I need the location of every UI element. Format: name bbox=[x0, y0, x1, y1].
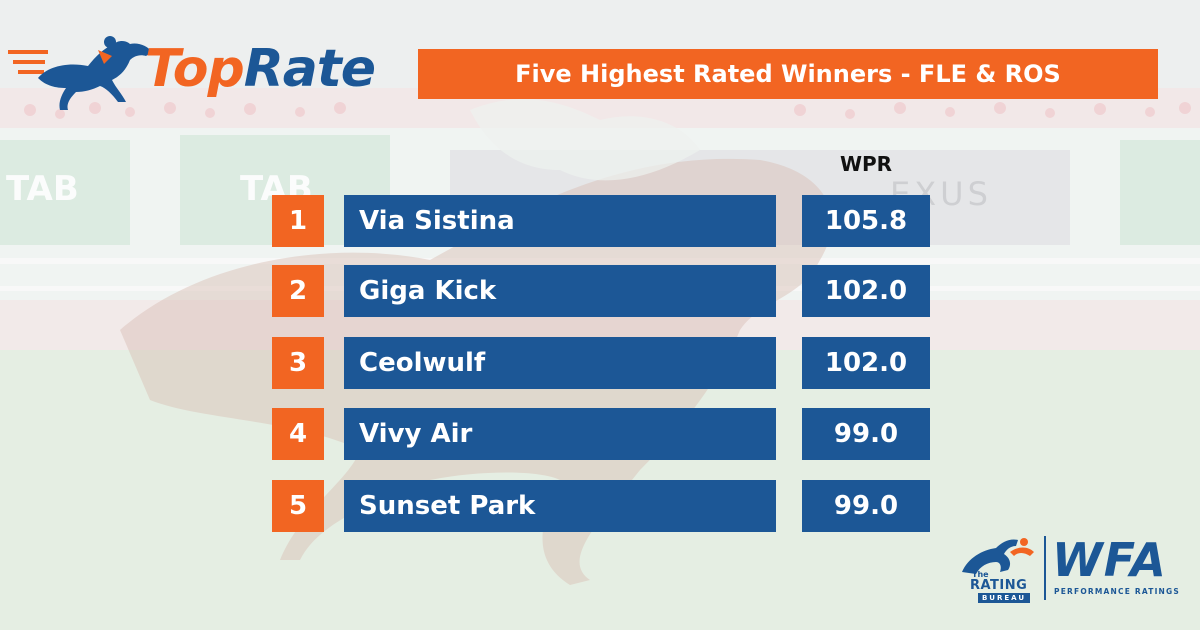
horse-name: Via Sistina bbox=[344, 195, 776, 247]
wfa-subtitle: PERFORMANCE RATINGS bbox=[1054, 587, 1180, 596]
horse-name: Giga Kick bbox=[344, 265, 776, 317]
table-row: 2 Giga Kick 102.0 bbox=[0, 265, 1200, 317]
racehorse-icon bbox=[8, 36, 152, 110]
rank-badge: 5 bbox=[272, 480, 324, 532]
tab-sign-left: TAB bbox=[6, 169, 79, 209]
rating-bureau-the: The bbox=[972, 570, 989, 579]
rank-badge: 3 bbox=[272, 337, 324, 389]
horse-name: Sunset Park bbox=[344, 480, 776, 532]
wpr-value: 105.8 bbox=[802, 195, 930, 247]
horse-name: Vivy Air bbox=[344, 408, 776, 460]
wpr-value: 99.0 bbox=[802, 408, 930, 460]
wpr-value: 102.0 bbox=[802, 337, 930, 389]
toprate-wordmark: TopRate bbox=[145, 37, 376, 101]
rating-bureau-wfa-logo: The RATING BUREAU WFA PERFORMANCE RATING… bbox=[958, 532, 1188, 604]
table-row: 3 Ceolwulf 102.0 bbox=[0, 337, 1200, 389]
wpr-column-header: WPR bbox=[839, 152, 893, 176]
rating-bureau-horse-icon bbox=[962, 538, 1034, 574]
horse-name: Ceolwulf bbox=[344, 337, 776, 389]
rank-badge: 2 bbox=[272, 265, 324, 317]
page-title: Five Highest Rated Winners - FLE & ROS bbox=[418, 49, 1158, 99]
wfa-wordmark: WFA bbox=[1052, 533, 1167, 587]
wpr-value: 99.0 bbox=[802, 480, 930, 532]
table-row: 4 Vivy Air 99.0 bbox=[0, 408, 1200, 460]
rank-badge: 1 bbox=[272, 195, 324, 247]
logo-divider bbox=[1044, 536, 1046, 600]
logo-top-text: Top bbox=[145, 39, 245, 99]
rating-bureau-bureau: BUREAU bbox=[978, 593, 1030, 603]
toprate-logo: TopRate bbox=[8, 30, 398, 110]
rank-badge: 4 bbox=[272, 408, 324, 460]
table-row: 5 Sunset Park 99.0 bbox=[0, 480, 1200, 532]
rating-bureau-rating: RATING bbox=[970, 578, 1028, 593]
wpr-value: 102.0 bbox=[802, 265, 930, 317]
table-row: 1 Via Sistina 105.8 bbox=[0, 195, 1200, 247]
logo-rate-text: Rate bbox=[243, 39, 376, 99]
